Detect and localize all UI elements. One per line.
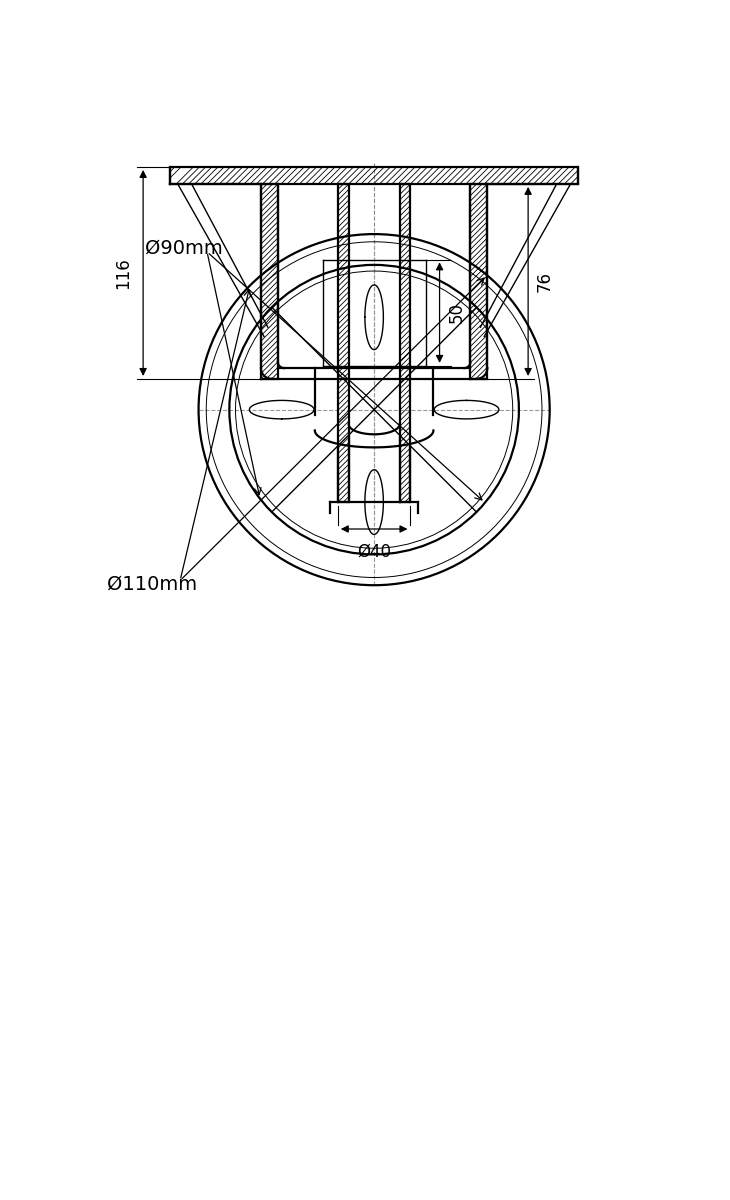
Text: Ø90mm: Ø90mm: [145, 239, 223, 258]
Text: 50: 50: [447, 302, 465, 323]
Text: 116: 116: [115, 257, 132, 289]
Text: 76: 76: [536, 271, 554, 292]
Text: Ø40: Ø40: [357, 542, 391, 560]
Text: Ø110mm: Ø110mm: [107, 575, 197, 594]
